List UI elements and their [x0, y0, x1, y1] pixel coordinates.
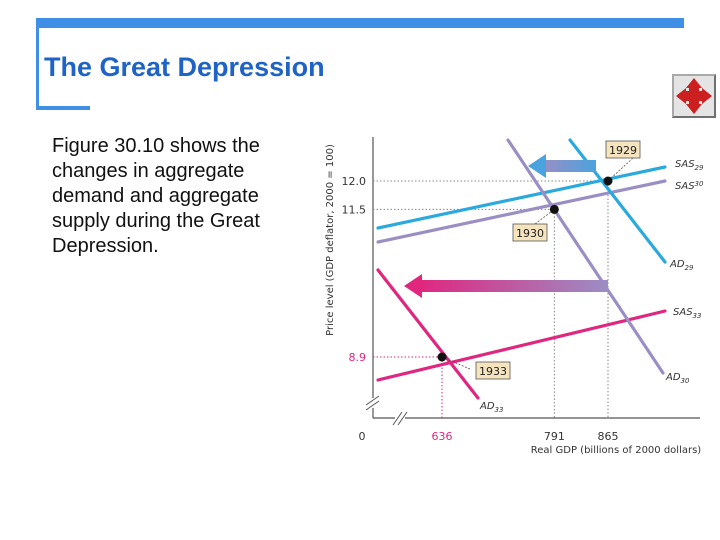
y-tick-label: 12.0: [342, 175, 367, 188]
x-axis-break: [392, 411, 403, 426]
year-label: 1930: [516, 227, 544, 240]
curve-label-ad30: AD30: [665, 372, 690, 385]
equilibrium-point: [549, 204, 559, 214]
shift-arrow-body: [542, 160, 596, 172]
curve-label-sas33: SAS33: [673, 307, 701, 320]
year-label-box: [605, 140, 641, 159]
curve-sas29: [376, 165, 667, 230]
year-label-leader: [441, 356, 471, 370]
x-tick-label: 636: [432, 430, 453, 443]
curve-label-ad29: AD29: [669, 259, 694, 272]
frame-bottom-bar: [36, 106, 90, 110]
y-axis-break: [365, 395, 380, 406]
y-tick-label: 8.9: [349, 351, 367, 364]
curve-label-sas30: SAS30: [675, 180, 704, 192]
shift-arrow-body: [418, 280, 608, 292]
equilibrium-point: [603, 176, 613, 186]
year-label-leader: [607, 157, 634, 182]
x-tick-label: 865: [598, 430, 619, 443]
origin-label: 0: [359, 430, 366, 443]
x-axis-break: [397, 411, 408, 426]
shift-arrow-head: [404, 274, 422, 298]
year-label: 1929: [609, 144, 637, 157]
shift-arrow-head: [528, 154, 546, 178]
x-axis-label: Real GDP (billions of 2000 dollars): [531, 445, 702, 456]
year-label-box: [512, 223, 548, 242]
curve-ad33: [376, 268, 480, 400]
year-label-leader: [534, 209, 555, 225]
frame-left-bar: [36, 18, 39, 108]
y-axis-break: [365, 400, 380, 411]
curve-sas30: [376, 179, 667, 244]
equilibrium-point: [437, 352, 447, 362]
curve-label-ad33: AD33: [479, 401, 503, 414]
year-label-box: [475, 361, 511, 380]
curve-sas33: [376, 309, 667, 382]
slide-body: Figure 30.10 shows the changes in aggreg…: [52, 135, 260, 257]
move-arrows-icon: [676, 78, 712, 114]
y-tick-label: 11.5: [342, 203, 367, 216]
year-label: 1933: [479, 365, 507, 378]
navigation-button[interactable]: [672, 74, 716, 118]
curve-ad30: [506, 138, 665, 375]
frame-top-bar: [36, 18, 684, 28]
curve-label-sas29: SAS29: [675, 159, 704, 172]
y-axis-label: Price level (GDP deflator, 2000 = 100): [325, 144, 336, 336]
x-tick-label: 791: [544, 430, 565, 443]
slide-title: The Great Depression: [44, 52, 325, 82]
